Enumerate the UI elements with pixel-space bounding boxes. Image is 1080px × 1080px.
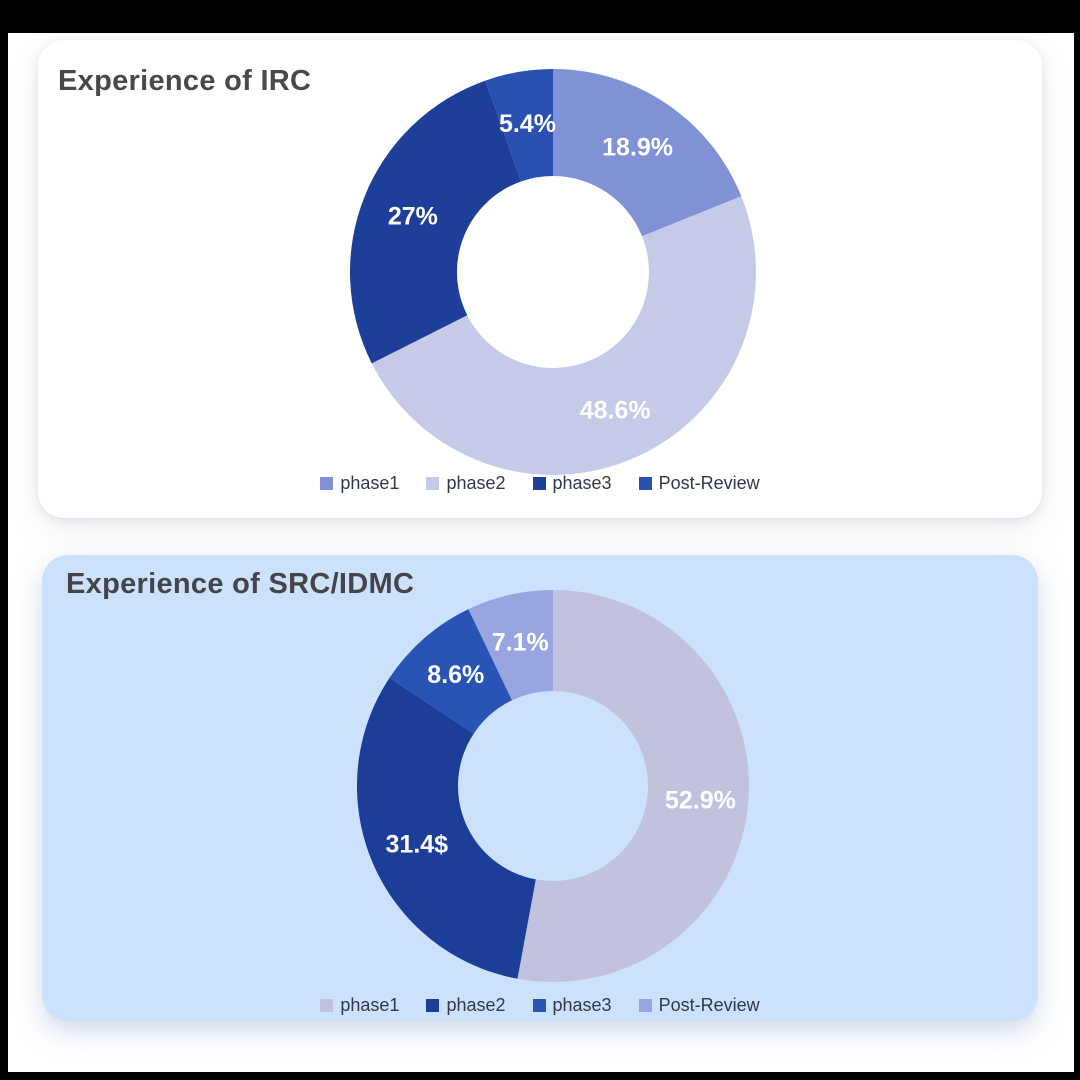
legend-item-phase2: phase2: [426, 995, 506, 1016]
card-irc: Experience of IRC 18.9% 48.6% 27% 5.4% phas…: [38, 40, 1042, 518]
legend-marker-icon: [426, 477, 440, 490]
slice-value-label: 8.6%: [427, 661, 484, 689]
legend-item-post-review: Post-Review: [638, 995, 760, 1016]
donut-chart-irc: 18.9% 48.6% 27% 5.4%: [350, 69, 756, 475]
slice-phase2: [356, 677, 536, 979]
legend-irc: phase1 phase2 phase3 Post-Review: [38, 473, 1042, 494]
slice-phase3: [350, 80, 522, 364]
legend-item-phase1: phase1: [320, 995, 399, 1016]
legend-marker-icon: [638, 477, 652, 490]
slice-value-label: 18.9%: [602, 134, 673, 162]
slice-value-label: 31.4$: [386, 831, 449, 859]
slice-value-label: 48.6%: [580, 396, 651, 424]
slice-value-label: 27%: [388, 202, 438, 230]
legend-marker-icon: [320, 999, 334, 1012]
legend-label: phase3: [552, 473, 612, 493]
legend-item-post-review: Post-Review: [638, 473, 760, 494]
legend-item-phase3: phase3: [532, 473, 612, 494]
legend-label: Post-Review: [658, 995, 760, 1015]
legend-src-idmc: phase1 phase2 phase3 Post-Review: [42, 995, 1038, 1016]
card-src-idmc: Experience of SRC/IDMC 52.9% 31.4$ 8.6% 7.1…: [42, 555, 1038, 1021]
slice-phase1: [517, 590, 749, 982]
legend-label: Post-Review: [658, 473, 760, 493]
legend-label: phase3: [552, 995, 612, 1015]
slice-phase3: [389, 609, 513, 734]
legend-marker-icon: [532, 999, 546, 1012]
slice-value-label: 52.9%: [665, 786, 736, 814]
legend-label: phase2: [446, 995, 506, 1015]
legend-item-phase3: phase3: [532, 995, 612, 1016]
slice-value-label: 5.4%: [499, 110, 556, 138]
legend-marker-icon: [426, 999, 440, 1012]
legend-marker-icon: [532, 477, 546, 490]
slice-phase1: [553, 69, 742, 237]
slice-phase2: [371, 196, 756, 475]
slice-Post-Review: [468, 590, 553, 701]
legend-label: phase1: [340, 995, 400, 1015]
legend-item-phase1: phase1: [320, 473, 399, 494]
legend-marker-icon: [320, 477, 334, 490]
chart-title-irc: Experience of IRC: [58, 65, 312, 97]
legend-label: phase1: [340, 473, 400, 493]
legend-label: phase2: [446, 473, 506, 493]
chart-title-src-idmc: Experience of SRC/IDMC: [66, 568, 415, 600]
donut-chart-src-idmc: 52.9% 31.4$ 8.6% 7.1%: [356, 590, 749, 982]
legend-marker-icon: [638, 999, 652, 1012]
page-canvas: Experience of IRC 18.9% 48.6% 27% 5.4% phas…: [8, 33, 1074, 1072]
legend-item-phase2: phase2: [426, 473, 506, 494]
slice-Post-Review: [485, 69, 553, 182]
slice-value-label: 7.1%: [492, 628, 549, 656]
